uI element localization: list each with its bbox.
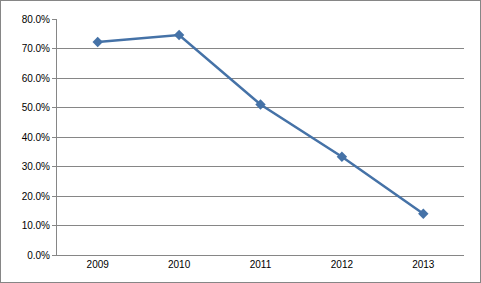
- svg-text:2009: 2009: [87, 259, 110, 270]
- svg-text:0.0%: 0.0%: [27, 250, 50, 261]
- svg-text:80.0%: 80.0%: [22, 14, 50, 25]
- svg-text:2011: 2011: [250, 259, 272, 270]
- svg-text:50.0%: 50.0%: [22, 102, 50, 113]
- svg-text:2013: 2013: [412, 259, 435, 270]
- svg-text:10.0%: 10.0%: [22, 220, 50, 231]
- svg-text:20.0%: 20.0%: [22, 191, 50, 202]
- svg-text:2012: 2012: [331, 259, 354, 270]
- svg-text:30.0%: 30.0%: [22, 161, 50, 172]
- svg-text:2010: 2010: [168, 259, 191, 270]
- svg-text:60.0%: 60.0%: [22, 73, 50, 84]
- svg-text:40.0%: 40.0%: [22, 132, 50, 143]
- svg-text:70.0%: 70.0%: [22, 43, 50, 54]
